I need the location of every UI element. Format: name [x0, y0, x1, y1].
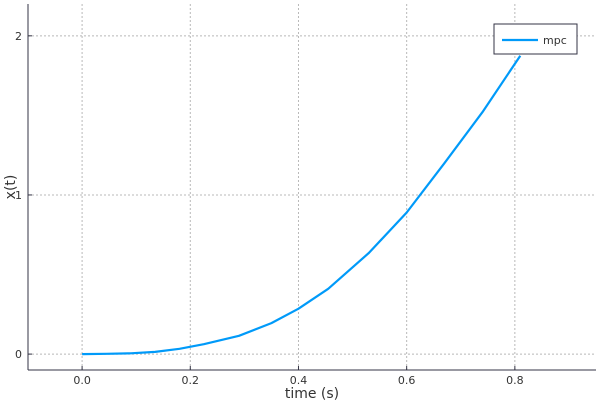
legend: mpc [493, 23, 578, 55]
gridlines [28, 4, 596, 370]
plot-area [82, 55, 522, 356]
y-tick-label: 1 [15, 189, 22, 202]
axes [27, 4, 596, 371]
x-tick-label: 0.2 [182, 374, 200, 387]
series-line-mpc [82, 55, 522, 356]
tick-labels: 0.0 0.2 0.4 0.6 0.8 0 1 2 [15, 30, 524, 387]
x-tick-label: 0.6 [398, 374, 416, 387]
y-axis-label: x(t) [3, 175, 19, 200]
legend-label: mpc [543, 34, 567, 47]
x-axis-label: time (s) [285, 386, 339, 400]
x-tick-label: 0.8 [506, 374, 524, 387]
x-tick-label: 0.0 [73, 374, 91, 387]
y-tick-label: 2 [15, 30, 22, 43]
y-tick-label: 0 [15, 348, 22, 361]
x-tick-label: 0.4 [290, 374, 308, 387]
